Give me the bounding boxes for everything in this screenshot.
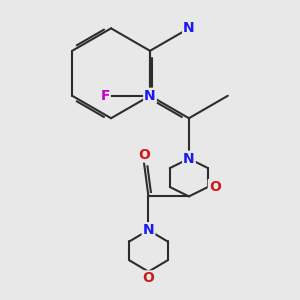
Text: O: O <box>138 148 150 162</box>
Text: O: O <box>142 272 154 285</box>
Text: N: N <box>143 223 154 237</box>
Text: N: N <box>183 152 195 166</box>
Text: F: F <box>100 89 110 103</box>
Text: O: O <box>209 180 221 194</box>
Text: N: N <box>144 89 156 103</box>
Text: N: N <box>183 21 195 35</box>
